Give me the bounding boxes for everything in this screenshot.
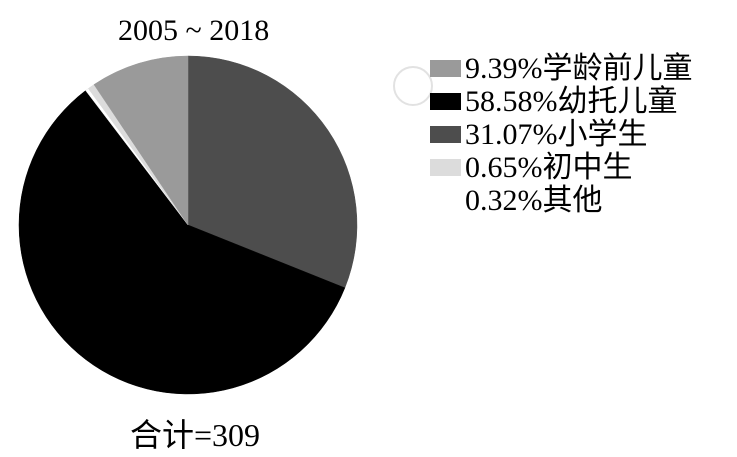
legend-label: 58.58%幼托儿童 xyxy=(465,85,678,118)
legend-item: 0.65%初中生 xyxy=(430,151,693,184)
legend-label: 0.65%初中生 xyxy=(465,151,633,184)
legend-label: 9.39%学龄前儿童 xyxy=(465,52,693,85)
legend-item: 31.07%小学生 xyxy=(430,118,693,151)
legend-label: 0.32%其他 xyxy=(465,184,603,217)
legend-item: 58.58%幼托儿童 xyxy=(430,85,693,118)
pie-slice xyxy=(187,55,358,289)
total-label: 合计=309 xyxy=(130,417,261,453)
pie-slice xyxy=(93,55,189,226)
pie-slice xyxy=(18,90,346,395)
legend-swatch xyxy=(430,159,461,176)
legend-item: 0.32%其他 xyxy=(430,184,693,217)
legend-swatch xyxy=(430,126,461,143)
legend-swatch xyxy=(430,93,461,110)
chart-title: 2005 ~ 2018 xyxy=(118,14,270,47)
legend-label: 31.07%小学生 xyxy=(465,118,648,151)
legend-swatch xyxy=(430,60,461,77)
legend-item: 9.39%学龄前儿童 xyxy=(430,52,693,85)
legend: 9.39%学龄前儿童 58.58%幼托儿童 31.07%小学生 0.65%初中生… xyxy=(430,52,693,217)
legend-swatch xyxy=(430,192,461,209)
watermark-stamp xyxy=(393,66,433,106)
